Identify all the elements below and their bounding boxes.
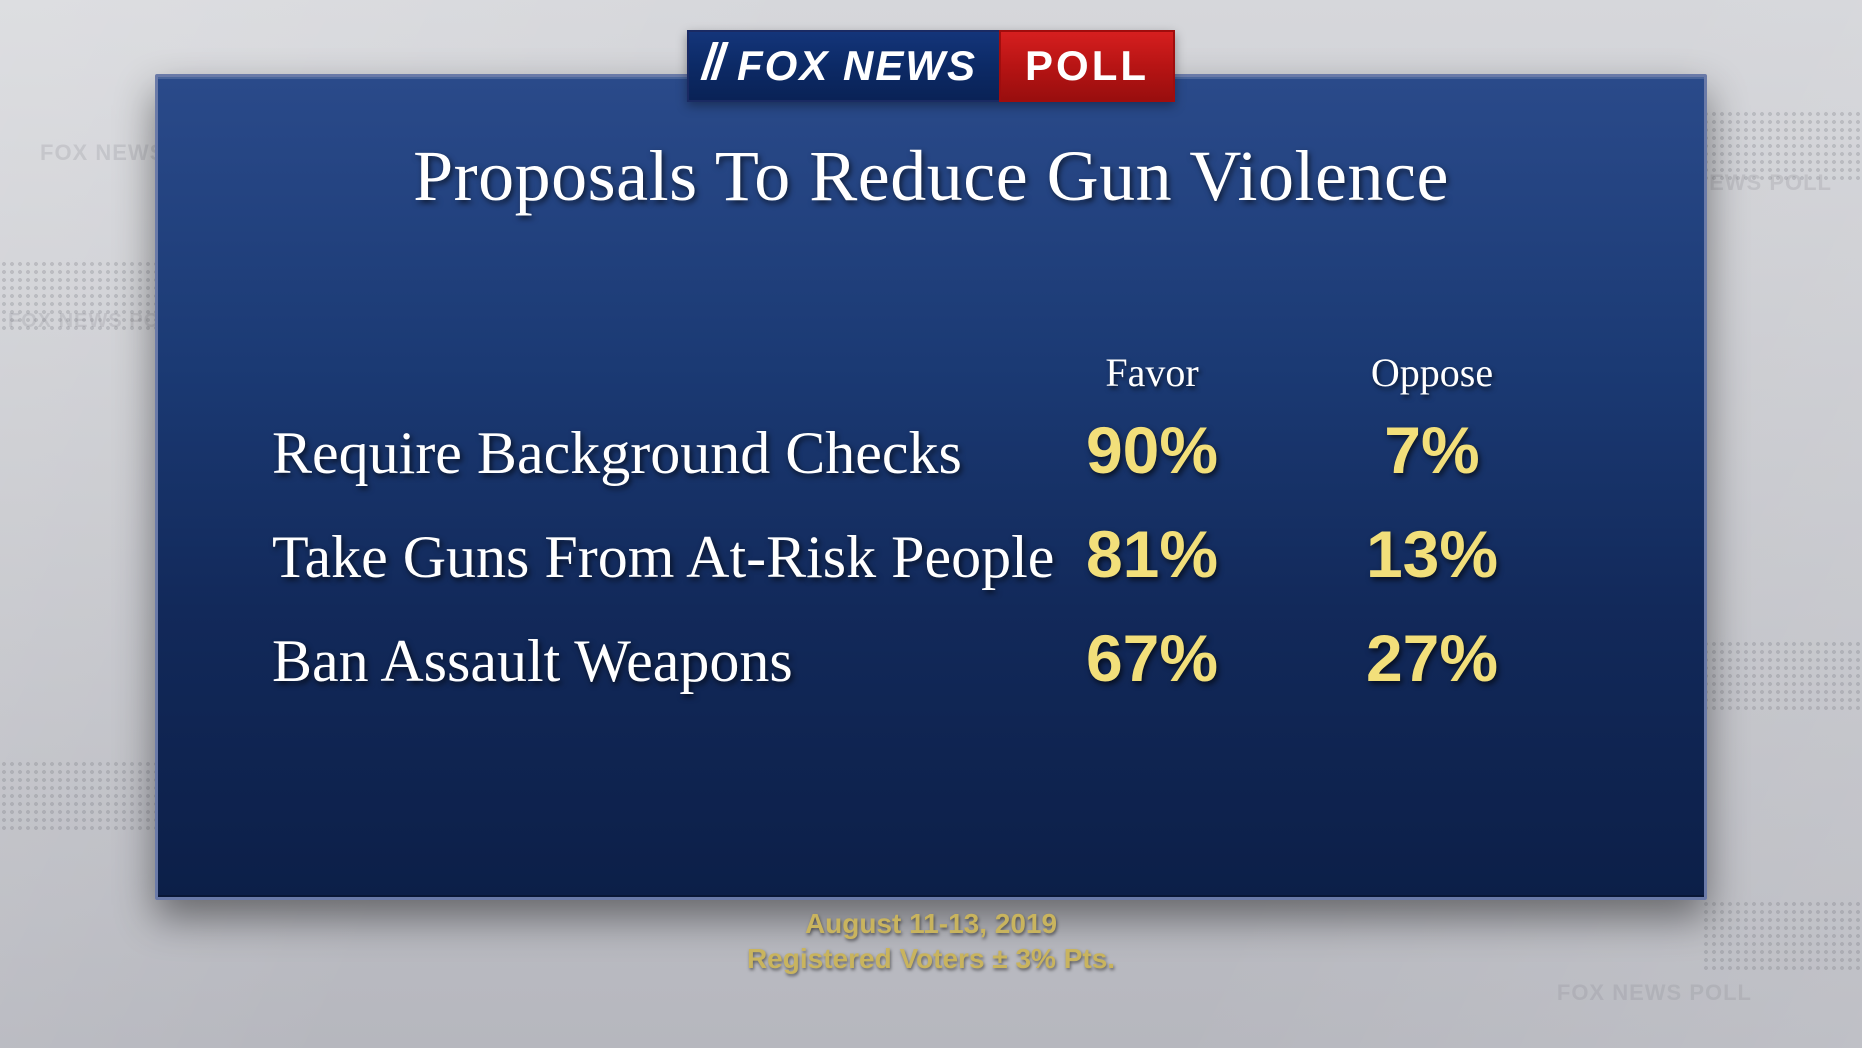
- table-row: Require Background Checks 90% 7%: [272, 412, 1624, 488]
- fox-news-logo: FOX NEWS: [687, 30, 999, 102]
- table-header-row: Favor Oppose: [272, 349, 1624, 396]
- row-label: Ban Assault Weapons: [272, 627, 1012, 696]
- brand-text: FOX NEWS: [737, 42, 977, 90]
- col-head-favor: Favor: [1012, 349, 1292, 396]
- favor-value: 90%: [1012, 412, 1292, 488]
- col-head-oppose: Oppose: [1292, 349, 1572, 396]
- poll-badge: POLL: [999, 30, 1175, 102]
- poll-table: Favor Oppose Require Background Checks 9…: [272, 349, 1624, 724]
- oppose-value: 13%: [1292, 516, 1572, 592]
- row-label: Take Guns From At-Risk People: [272, 523, 1012, 592]
- bg-dots: [1702, 900, 1862, 970]
- favor-value: 81%: [1012, 516, 1292, 592]
- footer-note: August 11-13, 2019 Registered Voters ± 3…: [747, 906, 1115, 976]
- bg-dots: [1702, 110, 1862, 180]
- footer-line-date: August 11-13, 2019: [747, 906, 1115, 941]
- table-row: Take Guns From At-Risk People 81% 13%: [272, 516, 1624, 592]
- searchlight-icon: [697, 42, 733, 90]
- table-row: Ban Assault Weapons 67% 27%: [272, 620, 1624, 696]
- header-banner: FOX NEWS POLL: [687, 30, 1175, 102]
- oppose-value: 7%: [1292, 412, 1572, 488]
- poll-text: POLL: [1025, 42, 1149, 90]
- poll-panel: Proposals To Reduce Gun Violence Favor O…: [155, 74, 1707, 900]
- panel-title: Proposals To Reduce Gun Violence: [158, 135, 1704, 218]
- bg-watermark: FOX NEWS POLL: [1557, 980, 1752, 1006]
- row-label: Require Background Checks: [272, 419, 1012, 488]
- footer-line-margin: Registered Voters ± 3% Pts.: [747, 941, 1115, 976]
- favor-value: 67%: [1012, 620, 1292, 696]
- bg-dots: [1702, 640, 1862, 710]
- bg-dots: [0, 760, 160, 830]
- bg-dots: [0, 260, 160, 330]
- oppose-value: 27%: [1292, 620, 1572, 696]
